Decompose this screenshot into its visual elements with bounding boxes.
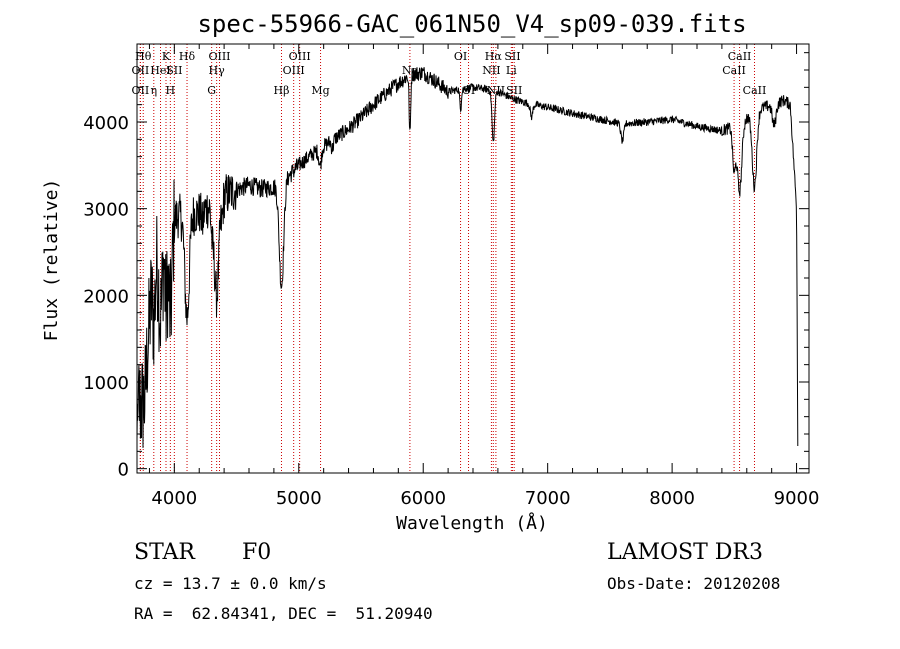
x-axis-label: Wavelength (Å) — [396, 512, 548, 534]
line-marker-label: OIII — [283, 64, 305, 77]
obs-date-text: Obs-Date: 20120208 — [607, 574, 781, 593]
redshift-text: cz = 13.7 ± 0.0 km/s — [134, 574, 327, 593]
y-axis-label: Flux (relative) — [41, 179, 62, 342]
plot-frame — [136, 43, 810, 474]
y-tick-label: 4000 — [83, 113, 129, 134]
x-axis-ticks: 4000 5000 6000 7000 8000 9000 — [148, 44, 820, 509]
line-marker-label: K — [162, 50, 171, 63]
line-marker-label: CaII — [722, 64, 746, 77]
line-marker-label: Hγ — [209, 64, 226, 77]
coordinates-text: RA = 62.84341, DEC = 51.20940 — [134, 604, 433, 623]
line-marker-label: Hδ — [179, 50, 196, 63]
line-marker-label: OI — [454, 50, 467, 63]
line-marker-label: OIII — [208, 50, 230, 63]
x-tick-label: 9000 — [774, 488, 820, 509]
x-tick-label: 8000 — [649, 488, 695, 509]
line-marker-label: G — [207, 84, 216, 97]
x-tick-label: 4000 — [151, 488, 197, 509]
class-label: STAR — [134, 540, 195, 565]
y-tick-label: 3000 — [83, 200, 129, 221]
line-marker-label: OIII — [289, 50, 311, 63]
line-marker-label: η — [151, 84, 158, 97]
x-tick-label: 7000 — [525, 488, 571, 509]
line-marker-label: Hθ — [135, 50, 152, 63]
x-tick-label: 5000 — [276, 488, 322, 509]
chart-title: spec-55966-GAC_061N50_V4_sp09-039.fits — [197, 10, 746, 38]
y-tick-label: 2000 — [83, 286, 129, 307]
y-tick-label: 1000 — [83, 373, 129, 394]
subclass-label: F0 — [242, 540, 272, 565]
line-marker-label: NII — [482, 64, 500, 77]
line-marker-label: Mg — [311, 84, 329, 97]
line-marker-label: OII — [132, 84, 150, 97]
line-marker-label: CaII — [728, 50, 752, 63]
line-marker-label: H — [166, 84, 176, 97]
line-marker-label: Li — [506, 64, 517, 77]
line-marker-label: SII — [504, 50, 520, 63]
x-tick-label: 6000 — [400, 488, 446, 509]
y-axis-ticks: 0 1000 2000 3000 4000 — [83, 52, 809, 481]
line-marker-label: Hβ — [274, 84, 290, 97]
line-markers — [139, 44, 755, 473]
line-marker-label: SII — [166, 64, 182, 77]
line-marker-label: SII — [506, 84, 522, 97]
line-marker-label: Hα — [485, 50, 503, 63]
spectrum-line — [136, 67, 799, 448]
survey-label: LAMOST DR3 — [607, 540, 763, 565]
line-marker-label: CaII — [743, 84, 767, 97]
y-tick-label: 0 — [118, 460, 129, 481]
line-marker-label: HeI — [150, 64, 170, 77]
